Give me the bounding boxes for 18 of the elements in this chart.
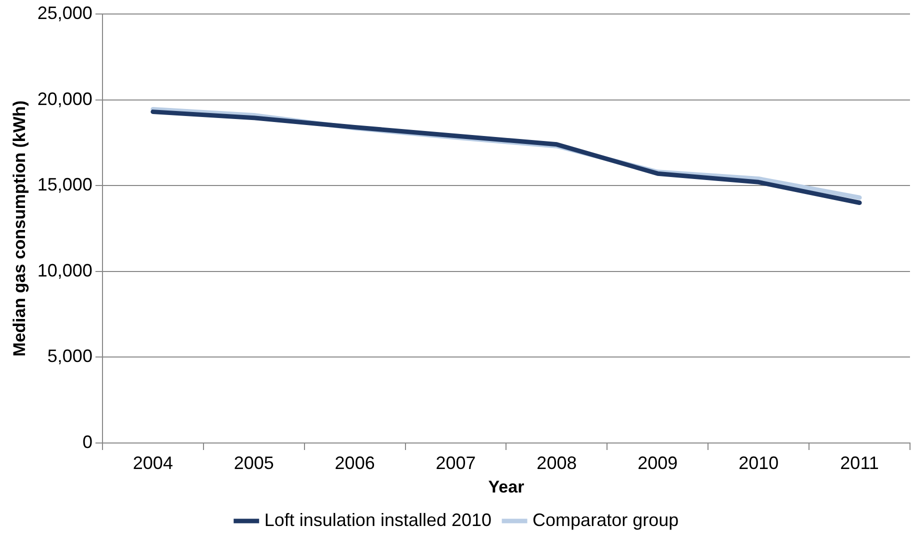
y-tick-label: 20,000 (37, 88, 92, 109)
x-axis-title: Year (488, 477, 525, 496)
x-tick-label: 2004 (132, 452, 173, 473)
x-tick-label: 2009 (638, 452, 678, 473)
y-tick-label: 25,000 (37, 2, 92, 23)
y-tick-label: 5,000 (47, 346, 92, 366)
legend-label: Comparator group (532, 510, 679, 530)
y-tick-label: 15,000 (37, 174, 92, 195)
x-tick-label: 2006 (334, 452, 375, 473)
x-tick-label: 2010 (738, 452, 779, 473)
x-tick-label: 2007 (436, 452, 476, 473)
y-tick-label: 10,000 (37, 260, 92, 280)
y-axis-title: Median gas consumption (kWh) (10, 100, 29, 356)
x-tick-label: 2008 (536, 452, 577, 473)
legend-label: Loft insulation installed 2010 (264, 510, 492, 530)
x-tick-label: 2005 (234, 452, 274, 473)
x-tick-label: 2011 (840, 452, 879, 473)
y-tick-label: 0 (82, 432, 92, 452)
